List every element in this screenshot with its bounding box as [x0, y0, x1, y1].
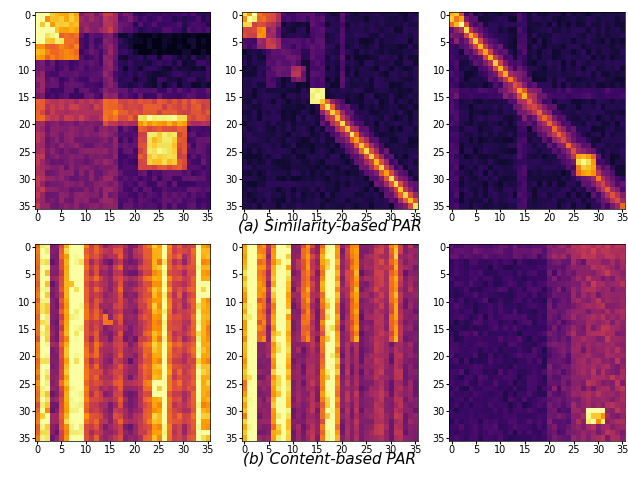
Text: (b) Content-based PAR: (b) Content-based PAR — [243, 451, 416, 466]
Text: (a) Similarity-based PAR: (a) Similarity-based PAR — [238, 219, 421, 234]
